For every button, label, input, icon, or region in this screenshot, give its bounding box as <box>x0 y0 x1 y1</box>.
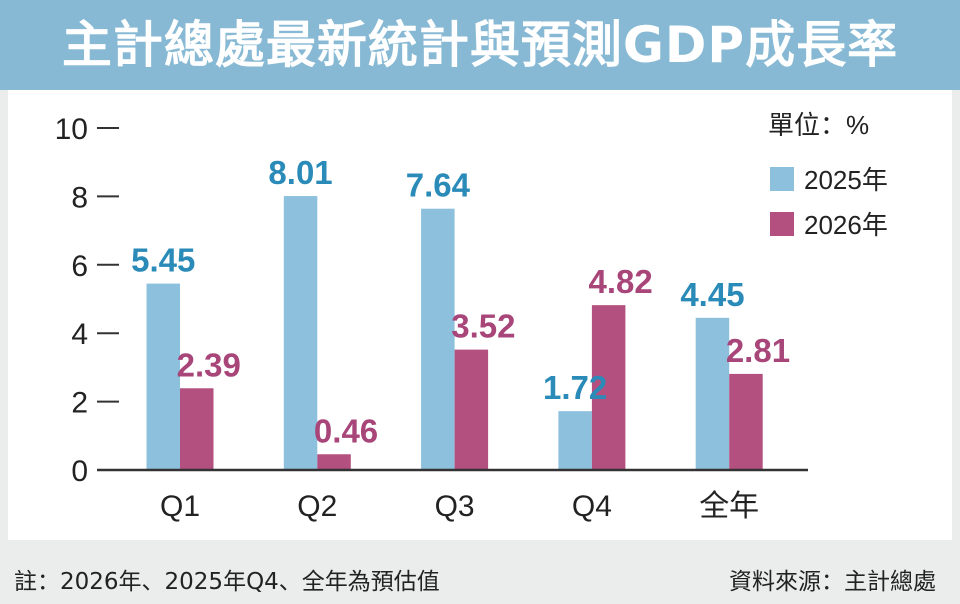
bar-2025年-Q3 <box>421 208 455 470</box>
value-label: 4.45 <box>680 276 744 313</box>
bar-2025年-Q1 <box>146 283 180 470</box>
title-bar <box>0 0 960 90</box>
x-tick-label: Q3 <box>435 490 475 523</box>
value-label: 7.64 <box>406 167 471 204</box>
y-axis: 0 2 4 6 8 10 <box>55 113 119 488</box>
bars <box>146 196 763 471</box>
legend-label: 2025年 <box>804 165 888 195</box>
value-label: 0.46 <box>314 412 378 449</box>
value-label: 1.72 <box>543 369 607 406</box>
unit-label: 單位：% <box>768 110 869 140</box>
bar-2026年-Q4 <box>591 305 626 470</box>
x-tick-label: 全年 <box>699 490 759 523</box>
y-tick-label: 6 <box>71 250 88 283</box>
footnote: 註：2026年、2025年Q4、全年為預估值 <box>14 569 440 595</box>
y-tick-label: 10 <box>55 113 88 146</box>
x-tick-label: Q2 <box>297 490 337 523</box>
bar-2026年-Q1 <box>180 388 214 470</box>
source-note: 資料來源：主計總處 <box>729 569 936 595</box>
value-label: 2.39 <box>177 346 241 383</box>
bar-2025年-全年 <box>695 317 730 470</box>
legend-label: 2026年 <box>804 210 888 240</box>
x-tick-label: Q1 <box>160 490 200 523</box>
value-label: 2.81 <box>726 332 790 369</box>
y-tick-label: 0 <box>71 455 88 488</box>
value-label: 3.52 <box>451 308 515 345</box>
value-label: 4.82 <box>589 263 653 300</box>
legend-swatch <box>770 167 794 191</box>
y-tick-label: 8 <box>71 181 88 214</box>
y-tick-label: 4 <box>71 318 88 351</box>
value-label: 8.01 <box>268 154 332 191</box>
legend: 2025年 2026年 <box>770 165 888 240</box>
legend-swatch <box>770 212 794 236</box>
bar-2025年-Q4 <box>558 411 592 470</box>
y-tick-label: 2 <box>71 387 88 420</box>
bar-2026年-全年 <box>729 373 763 470</box>
value-labels: 5.45 2.39 8.01 0.46 7.64 3.52 1.72 4.82 4.45 2.81 <box>131 154 790 449</box>
x-axis-labels: Q1 Q2 Q3 Q4 全年 <box>160 490 759 523</box>
bar-2025年-Q2 <box>283 196 318 471</box>
chart-title: 主計總處最新統計與預測GDP成長率 <box>61 16 899 74</box>
bar-2026年-Q3 <box>454 349 489 470</box>
x-tick-label: Q4 <box>572 490 612 523</box>
bar-2026年-Q2 <box>317 454 351 470</box>
value-label: 5.45 <box>131 242 195 279</box>
